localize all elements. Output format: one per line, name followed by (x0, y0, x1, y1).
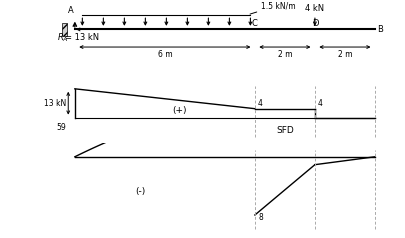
Bar (62, 23, 67, 36)
Text: 8: 8 (258, 213, 262, 222)
Text: A: A (67, 6, 73, 15)
Text: 4: 4 (317, 99, 322, 108)
Text: 4: 4 (257, 99, 262, 108)
Text: 6 m: 6 m (157, 50, 172, 60)
Text: B: B (376, 25, 382, 34)
Text: 2 m: 2 m (277, 50, 292, 60)
Text: (+): (+) (172, 106, 187, 114)
Text: D: D (311, 19, 318, 28)
Text: 59: 59 (57, 123, 66, 132)
Text: C: C (252, 19, 257, 28)
Text: 4 kN: 4 kN (305, 4, 324, 13)
Text: 13 kN: 13 kN (44, 99, 66, 108)
Text: R: R (57, 33, 63, 42)
Text: = 13 kN: = 13 kN (65, 33, 99, 42)
Text: 1.5 kN/m: 1.5 kN/m (260, 1, 295, 10)
Text: SFD: SFD (275, 126, 293, 135)
Text: A: A (62, 37, 66, 42)
Text: 2 m: 2 m (337, 50, 351, 60)
Text: (-): (-) (135, 187, 146, 196)
